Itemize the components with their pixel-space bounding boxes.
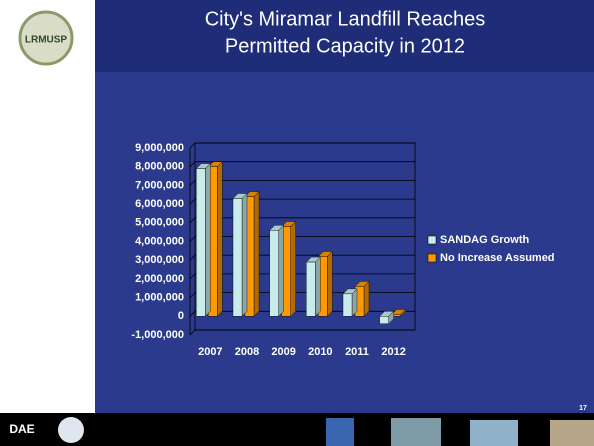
bar [342,288,358,317]
y-tick-label: 3,000,000 [135,254,184,266]
y-tick-label: 0 [178,310,184,322]
chart-title: Permitted Capacity in 2012 [225,35,465,57]
bar [317,250,333,317]
y-tick-label: -1,000,000 [131,329,184,341]
grid-line [189,179,415,186]
x-tick-label: 2007 [198,346,222,358]
grid-line [189,198,415,205]
bar-front [342,293,353,317]
grid-line [189,142,415,149]
legend-label: No Increase Assumed [440,252,555,264]
bar [379,310,395,325]
legend-swatch [427,235,437,245]
logo-text: LRMUSP [25,35,68,46]
bar [305,256,321,317]
bar-front [196,168,206,317]
bar-side [315,256,321,317]
bar-front [306,261,316,317]
bar [195,163,211,317]
grid-line [189,310,415,317]
footer-photo [470,420,518,446]
y-tick-label: 8,000,000 [135,161,184,173]
x-tick-label: 2011 [345,346,369,358]
grid-line [189,273,415,280]
bar-side [363,280,370,317]
bar [244,191,260,317]
legend-swatch [427,253,437,263]
bar-side [253,191,260,317]
chart-title: City's Miramar Landfill Reaches [205,8,486,30]
page-number: 17 [579,405,587,412]
x-tick-label: 2008 [235,346,259,358]
y-tick-label: 2,000,000 [135,273,184,285]
bar-side [327,250,333,317]
logo [18,10,74,66]
footer-photo [391,418,441,446]
grid-line [189,292,415,298]
grid-line [189,236,415,242]
bar [281,221,297,317]
y-tick-label: 5,000,000 [135,217,184,229]
x-tick-label: 2012 [381,346,405,358]
bar-side [241,193,248,317]
bar-front [269,230,279,317]
y-tick-label: 7,000,000 [135,179,184,191]
grid-line [189,329,415,336]
title-band [95,0,594,72]
bar [269,224,285,317]
left-strip [0,0,95,413]
y-tick-label: 1,000,000 [135,292,184,304]
x-tick-label: 2009 [271,346,295,358]
footer-photo [550,420,594,446]
bar-side [278,224,284,317]
legend-label: SANDAG Growth [440,234,530,246]
bar-front [379,316,389,324]
footer-photo [326,418,354,446]
y-tick-label: 9,000,000 [135,142,184,154]
grid-line [189,217,415,224]
bar-side [290,221,296,317]
y-tick-label: 4,000,000 [135,235,184,247]
bar-front [232,198,243,317]
footer-emblem [58,417,84,443]
bar [354,280,370,317]
footer-logo: DAE [9,422,34,436]
bar-side [217,161,223,317]
bar-side [205,163,211,317]
x-tick-label: 2010 [308,346,332,358]
bar [232,193,248,317]
grid-line [189,254,415,261]
y-tick-label: 6,000,000 [135,198,184,210]
grid-line [189,161,415,167]
